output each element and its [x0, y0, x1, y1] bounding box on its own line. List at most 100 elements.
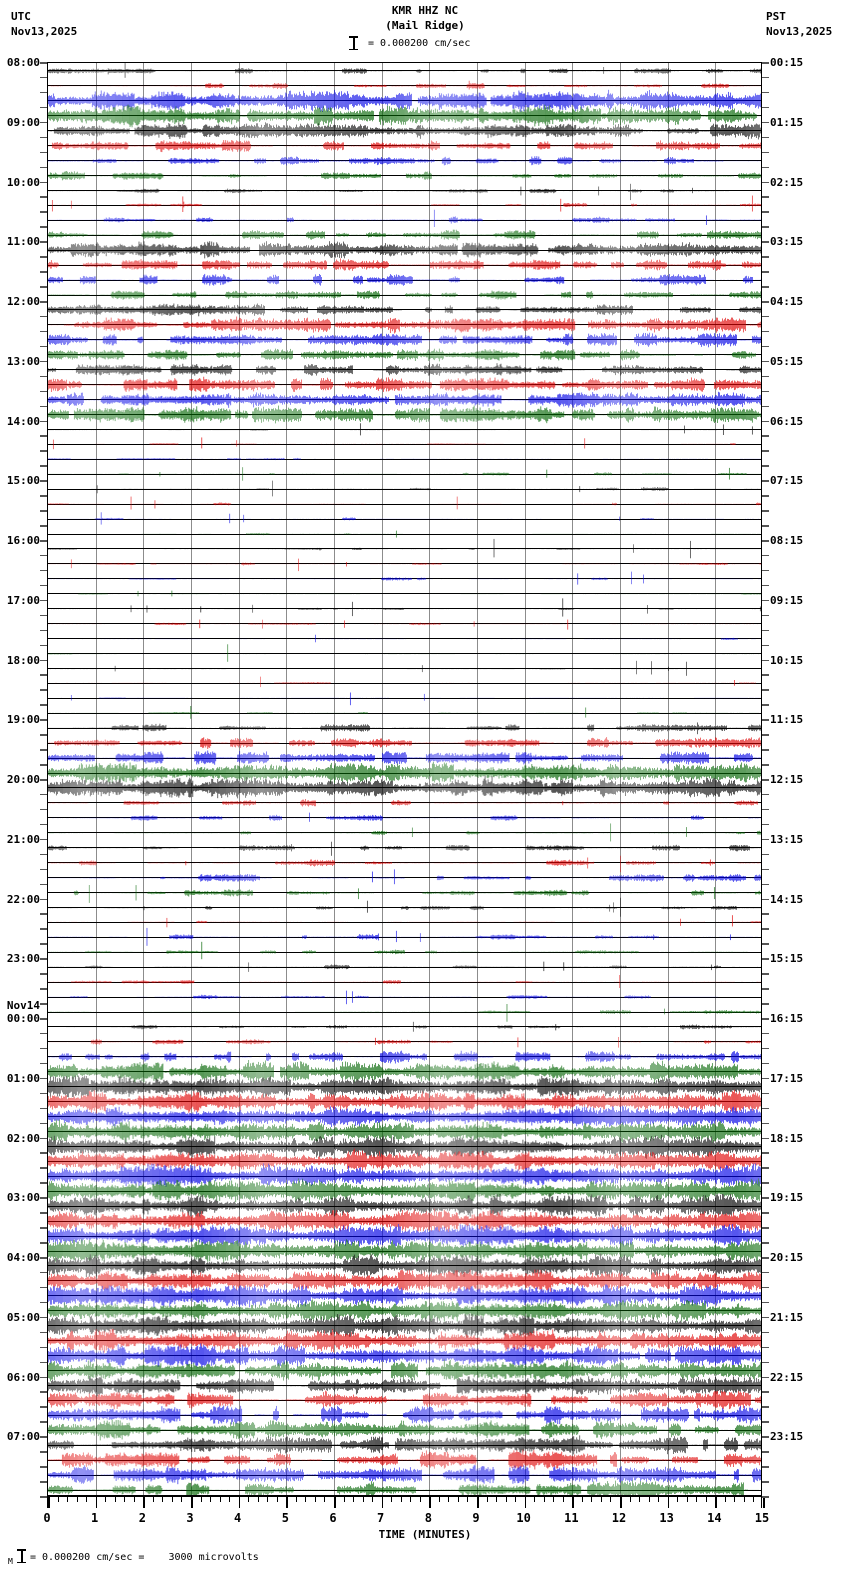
- x-axis-minor-tick: [210, 1497, 212, 1502]
- left-axis-tick: [40, 988, 47, 990]
- helicorder-plot[interactable]: [47, 62, 762, 1496]
- left-date-label-nov14: Nov14: [6, 999, 40, 1012]
- right-axis-tick: [762, 853, 769, 856]
- right-axis-tick: [762, 375, 769, 378]
- x-axis-tick-label: 0: [43, 1511, 51, 1525]
- x-axis-minor-tick: [114, 1497, 116, 1502]
- right-axis-tick: [762, 480, 769, 482]
- right-axis-tick: [762, 1391, 769, 1393]
- x-axis-tick-label: 14: [707, 1511, 722, 1525]
- trace-rows: [48, 63, 761, 1495]
- left-axis-tick: [40, 913, 47, 915]
- right-axis-tick: [762, 928, 769, 930]
- left-axis-tick: [40, 1421, 47, 1423]
- x-axis-minor-tick: [257, 1497, 259, 1502]
- left-time-label: 09:00: [6, 115, 40, 129]
- left-axis-tick: [40, 853, 47, 856]
- left-time-label: 10:00: [6, 175, 40, 189]
- right-axis-tick: [762, 345, 769, 348]
- left-axis-tick: [40, 749, 47, 751]
- right-axis-tick: [762, 689, 769, 691]
- left-axis-tick: [40, 1481, 47, 1483]
- right-axis-tick: [762, 704, 769, 706]
- right-axis-tick: [762, 1451, 769, 1453]
- left-axis-tick: [40, 525, 47, 527]
- x-axis-minor-tick: [496, 1497, 498, 1502]
- right-axis-tick: [762, 1003, 769, 1005]
- right-time-label: 04:15: [770, 295, 804, 308]
- left-axis-tick: [40, 554, 47, 557]
- right-axis-tick: [762, 330, 769, 333]
- right-axis-tick: [762, 793, 769, 796]
- x-axis-tick-label: 13: [659, 1511, 674, 1525]
- right-axis-tick: [762, 1376, 769, 1378]
- left-axis-tick: [40, 584, 47, 587]
- left-axis-tick: [40, 1451, 47, 1453]
- x-axis-tick-label: 10: [516, 1511, 531, 1525]
- left-axis-tick: [40, 226, 47, 228]
- right-axis-tick: [762, 1018, 769, 1020]
- right-axis-tick: [762, 764, 769, 766]
- x-axis-tick-label: 9: [472, 1511, 480, 1525]
- left-time-label: 06:00: [6, 1370, 40, 1384]
- x-axis-major-tick: [238, 1497, 241, 1508]
- x-axis-tick-label: 11: [564, 1511, 579, 1525]
- left-axis-tick: [40, 943, 47, 945]
- left-time-label: 21:00: [6, 832, 40, 846]
- x-axis-tick-label: 8: [424, 1511, 432, 1525]
- left-axis-tick: [40, 495, 47, 497]
- left-time-label: 03:00: [6, 1191, 40, 1205]
- x-axis-major-tick: [715, 1497, 717, 1508]
- left-axis-tick: [40, 315, 47, 318]
- left-axis-tick: [40, 689, 47, 691]
- utc-label: UTC: [11, 10, 31, 23]
- x-axis-minor-tick: [515, 1497, 517, 1502]
- right-time-label: 23:15: [770, 1430, 804, 1444]
- right-axis-tick: [762, 1227, 769, 1229]
- x-axis-minor-tick: [753, 1497, 755, 1502]
- right-axis-tick: [762, 1167, 769, 1169]
- x-axis-major-tick: [286, 1497, 288, 1508]
- x-axis-minor-tick: [505, 1497, 507, 1502]
- x-axis-minor-tick: [581, 1497, 583, 1502]
- right-time-label: 12:15: [770, 773, 804, 786]
- x-axis-minor-tick: [400, 1497, 402, 1502]
- left-axis-tick: [40, 838, 47, 841]
- right-axis-tick: [762, 211, 769, 213]
- left-axis-tick: [40, 271, 47, 273]
- right-axis-tick: [762, 1242, 769, 1244]
- left-axis-tick: [40, 704, 47, 706]
- x-axis-minor-tick: [343, 1497, 345, 1502]
- right-axis-tick: [762, 554, 769, 557]
- right-time-label: 05:15: [770, 354, 804, 368]
- x-axis-major-tick: [763, 1497, 765, 1508]
- x-axis-minor-tick: [76, 1497, 78, 1502]
- left-axis-tick: [40, 166, 47, 169]
- x-axis-minor-tick: [200, 1497, 202, 1502]
- left-axis-tick: [40, 1496, 47, 1498]
- left-axis-tick: [40, 1316, 47, 1319]
- right-axis-tick: [762, 405, 769, 408]
- left-time-label: 07:00: [6, 1430, 40, 1444]
- left-axis-tick: [40, 569, 47, 572]
- right-axis-tick: [762, 166, 769, 169]
- right-axis-tick: [762, 1466, 769, 1468]
- left-axis-tick: [40, 868, 47, 871]
- left-axis-tick: [40, 1182, 47, 1184]
- left-axis-tick: [40, 106, 47, 109]
- left-axis-tick: [40, 136, 47, 139]
- x-axis-minor-tick: [486, 1497, 488, 1502]
- left-axis-tick: [40, 1406, 47, 1408]
- right-axis-tick: [762, 1481, 769, 1483]
- x-axis-minor-tick: [219, 1497, 221, 1502]
- left-axis-tick: [40, 91, 47, 94]
- left-time-label: 17:00: [6, 593, 40, 607]
- x-axis-minor-tick: [534, 1497, 536, 1502]
- right-axis-tick: [762, 838, 769, 841]
- left-axis-tick: [40, 898, 47, 900]
- right-axis-tick: [762, 1301, 769, 1304]
- right-axis-tick: [762, 390, 769, 393]
- right-time-label: 08:15: [770, 534, 804, 547]
- x-axis-major-tick: [524, 1497, 527, 1508]
- left-axis-tick: [40, 1018, 47, 1020]
